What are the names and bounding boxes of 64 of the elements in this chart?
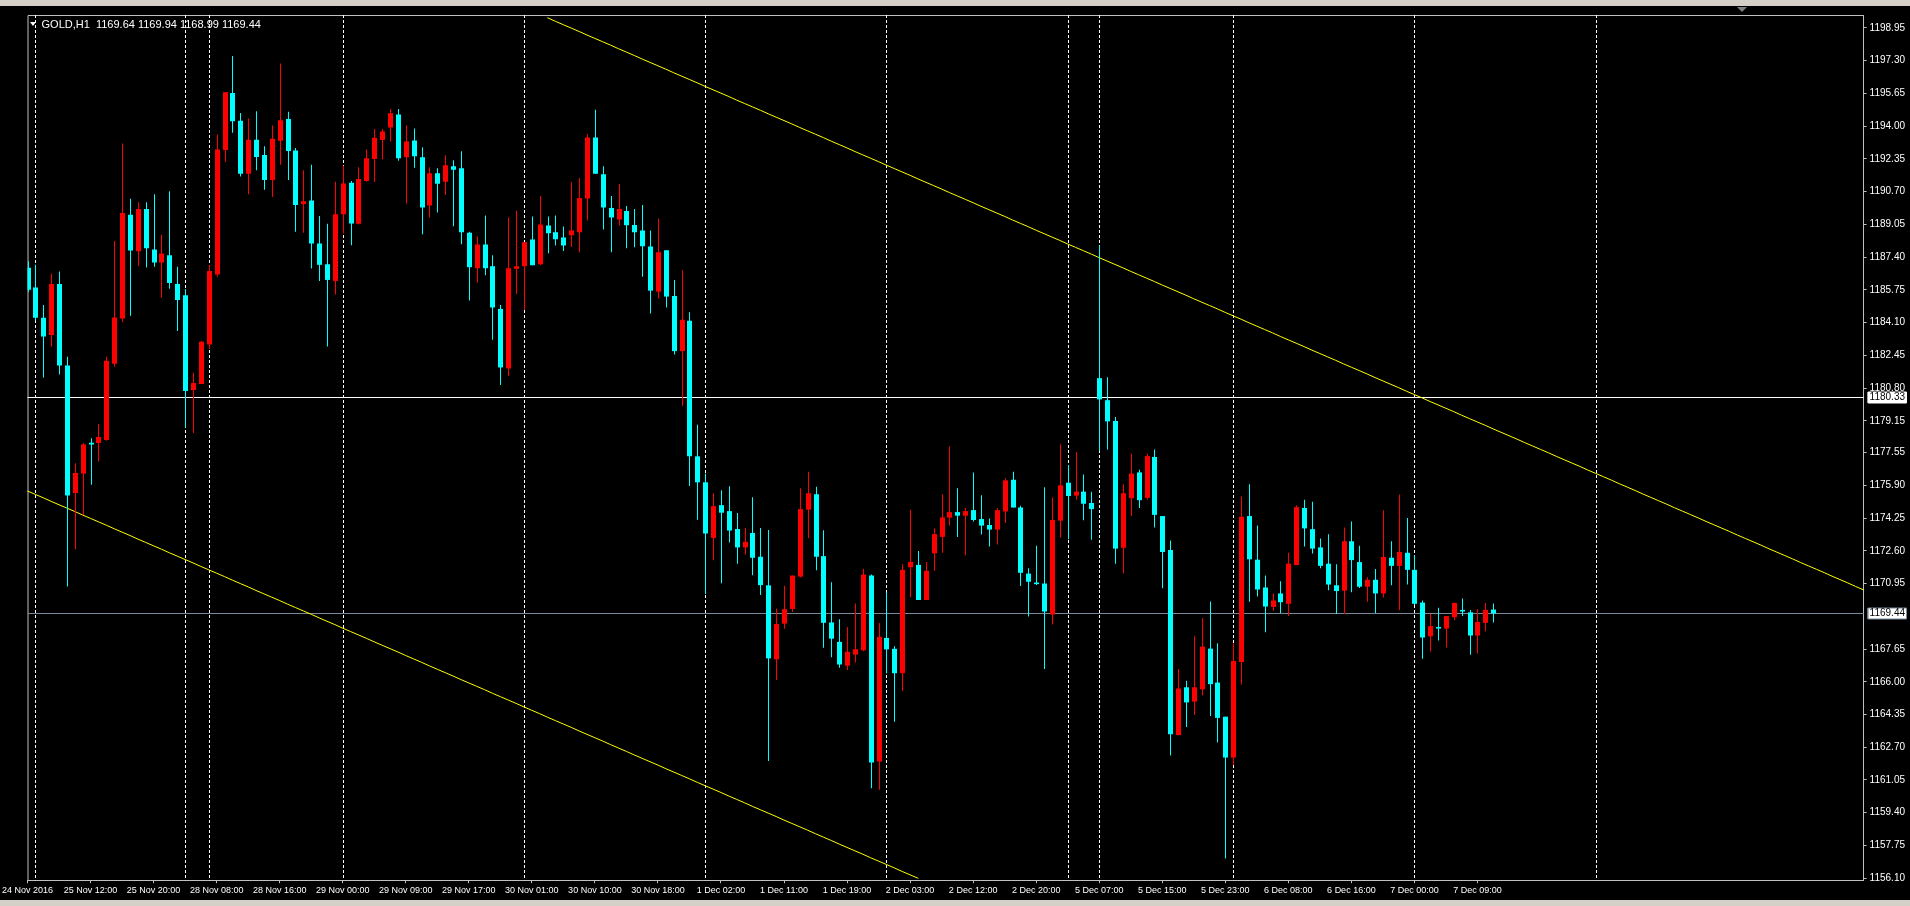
y-tick-label: 1194.00 [1869,119,1906,131]
candlestick [947,446,952,526]
ref-line-label: 1180.33 [1869,391,1906,403]
x-tick-label: 29 Nov 09:00 [378,885,433,896]
x-tick-label: 6 Dec 16:00 [1327,885,1376,896]
x-tick-label: 7 Dec 09:00 [1453,885,1502,896]
y-tick-label: 1161.05 [1869,773,1906,785]
y-tick-label: 1180.80 [1869,381,1906,393]
x-tick-label: 29 Nov 17:00 [442,885,496,896]
y-tick-label: 1162.70 [1869,740,1906,752]
x-tick-label: 25 Nov 20:00 [126,885,181,896]
x-tick-label: 1 Dec 11:00 [760,885,808,896]
y-tick-label: 1195.65 [1869,87,1906,99]
x-tick-label: 5 Dec 07:00 [1074,885,1124,896]
candlestick [1436,607,1441,641]
y-tick-label: 1175.90 [1869,479,1906,491]
y-tick-label: 1192.35 [1869,152,1906,164]
y-tick-label: 1172.60 [1869,544,1906,556]
x-tick-label: 30 Nov 18:00 [631,885,685,896]
candlestick [955,488,960,537]
x-tick-label: 28 Nov 08:00 [189,885,244,896]
candlestick [719,490,724,584]
x-tick-label: 1 Dec 19:00 [822,885,872,896]
candlestick [853,603,858,663]
x-tick-label: 29 Nov 00:00 [315,885,370,896]
candlestick [908,509,913,598]
ref-line-label: 1169.44 [1869,607,1906,619]
y-tick-label: 1184.10 [1869,316,1906,328]
y-tick-label: 1190.70 [1869,185,1906,197]
x-tick-label: 30 Nov 01:00 [505,885,559,896]
candlestick [301,170,306,233]
y-tick-label: 1157.75 [1869,839,1906,851]
x-tick-label: 2 Dec 12:00 [948,885,998,896]
y-tick-label: 1170.95 [1869,577,1906,589]
y-tick-label: 1182.45 [1869,349,1906,361]
x-tick-label: 2 Dec 03:00 [885,885,935,896]
x-tick-label: 7 Dec 00:00 [1390,885,1439,896]
y-tick-label: 1189.05 [1869,218,1906,230]
y-tick-label: 1197.30 [1869,54,1906,66]
candlestick [451,160,456,227]
x-tick-label: 30 Nov 10:00 [568,885,622,896]
y-tick-label: 1167.65 [1869,642,1906,654]
y-tick-label: 1198.95 [1869,21,1906,33]
y-tick-label: 1177.55 [1869,446,1906,458]
y-tick-label: 1187.40 [1869,250,1906,262]
x-tick-label: 5 Dec 23:00 [1201,885,1250,896]
x-tick-label: 1 Dec 02:00 [696,885,746,896]
x-tick-label: 28 Nov 16:00 [252,885,307,896]
x-tick-label: 5 Dec 15:00 [1137,885,1187,896]
x-tick-label: 6 Dec 08:00 [1264,885,1313,896]
y-tick-label: 1164.35 [1869,708,1906,720]
y-tick-label: 1159.40 [1869,806,1906,818]
y-tick-label: 1166.00 [1869,675,1906,687]
candlestick [1097,245,1102,451]
chart-title: GOLD,H1 1169.64 1169.94 1168.99 1169.44 [41,18,261,31]
y-tick-label: 1174.25 [1869,511,1906,523]
y-tick-label: 1179.15 [1869,414,1906,426]
y-tick-label: 1185.75 [1869,283,1906,295]
candlestick [514,210,519,295]
y-tick-label: 1156.10 [1869,871,1906,883]
candlestick [1074,451,1079,500]
x-tick-label: 2 Dec 20:00 [1011,885,1061,896]
x-tick-label: 24 Nov 2016 [2,885,54,896]
x-tick-label: 25 Nov 12:00 [63,885,118,896]
